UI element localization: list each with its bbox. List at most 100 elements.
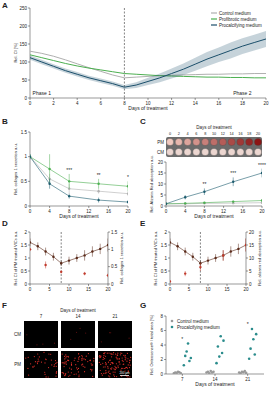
stain-speck [105, 372, 106, 373]
x-tick-label: 0 [29, 209, 32, 214]
y-axis [30, 8, 31, 98]
stain-speck [112, 362, 113, 363]
well [254, 138, 261, 145]
stain-speck [78, 353, 79, 354]
point [187, 342, 190, 345]
stain-speck [65, 354, 66, 355]
panel: G0246871421Days of treatmentRel. Osteose… [140, 301, 264, 387]
point [91, 250, 93, 252]
stain-speck [83, 358, 84, 359]
stain-speck [62, 362, 63, 363]
x-tick-label: 0 [29, 287, 32, 292]
stain-speck [114, 376, 115, 377]
error-bar [45, 261, 46, 268]
point [207, 259, 209, 261]
stain-speck [85, 359, 86, 360]
error-bar [69, 174, 70, 189]
stain-speck [106, 363, 107, 364]
panel: D00.511.5200.511.505101520Rel. CI of PM … [2, 219, 124, 292]
error-bar [49, 179, 50, 189]
well [193, 148, 200, 155]
stain-speck [48, 376, 49, 377]
y2-tick [246, 284, 248, 285]
point [248, 357, 251, 360]
annotation: * [181, 336, 183, 342]
point [127, 192, 128, 194]
y-tick [164, 162, 166, 163]
stain-speck [126, 367, 127, 368]
stain-speck [100, 356, 101, 357]
y-tick-label: 0 [24, 96, 27, 101]
stain-speck [104, 358, 105, 359]
annotation: Phase 1 [33, 90, 52, 96]
panel-letter: G [140, 301, 146, 310]
y-tick-label: 1.5 [21, 130, 28, 135]
point [107, 244, 108, 246]
stain-speck [106, 372, 107, 373]
stain-speck [36, 344, 37, 345]
stain-speck [117, 353, 118, 354]
stain-speck [110, 353, 111, 354]
stain-speck [120, 352, 121, 353]
x-tick-label: 4 [48, 209, 51, 214]
strip-row-label: CM [157, 150, 164, 155]
legend-label: Control medium [219, 11, 251, 16]
stain-speck [108, 372, 109, 373]
stain-speck [26, 334, 27, 335]
stain-speck [68, 360, 69, 361]
y-tick [28, 181, 30, 182]
y-tick [28, 232, 30, 233]
image-row-label: PM [14, 362, 21, 367]
stain-speck [105, 362, 106, 363]
data-area [170, 239, 246, 283]
point [68, 180, 70, 182]
x-tick-label: 10 [66, 287, 72, 292]
point [166, 203, 167, 205]
point [30, 241, 31, 243]
error-bar [166, 203, 167, 204]
phase-line [61, 232, 62, 284]
stain-speck [68, 356, 69, 357]
well [184, 138, 191, 145]
series-line [166, 201, 262, 204]
stain-speck [102, 359, 103, 360]
error-bar [204, 202, 205, 203]
stain-speck [32, 366, 33, 367]
error-bar [215, 254, 216, 262]
images-title: Days of treatment [60, 308, 96, 313]
stain-speck [77, 369, 78, 370]
error-bar [185, 202, 186, 204]
stain-speck [55, 363, 56, 364]
stain-speck [25, 357, 26, 358]
y-tick [28, 271, 30, 272]
y-tick-label: 2 [160, 357, 163, 362]
stain-speck [55, 376, 56, 377]
well [175, 138, 182, 145]
y-tick-label: 250 [19, 6, 27, 11]
point [222, 339, 225, 342]
scale-bar [120, 375, 129, 376]
strip-day: 0 [169, 132, 171, 136]
stain-speck [119, 363, 120, 364]
error-bar [246, 239, 247, 252]
error-bar [37, 242, 38, 250]
annotation: Phase 2 [233, 90, 252, 96]
y2-tick [108, 284, 110, 285]
y-tick-label: 0.5 [21, 269, 28, 274]
y-tick-label: 0.5 [161, 269, 168, 274]
well [237, 148, 244, 155]
point [251, 328, 254, 331]
stain-speck [111, 368, 112, 369]
stain-speck [82, 364, 83, 365]
well [210, 148, 217, 155]
stain-speck [112, 363, 113, 364]
y-tick [28, 258, 30, 259]
stain-speck [66, 361, 67, 362]
stain-speck [122, 368, 123, 369]
strip-row-label: PM [157, 140, 164, 145]
stain-speck [76, 373, 77, 374]
stain-speck [50, 354, 51, 355]
well [184, 148, 191, 155]
stain-speck [43, 352, 44, 353]
stain-speck [66, 364, 67, 365]
